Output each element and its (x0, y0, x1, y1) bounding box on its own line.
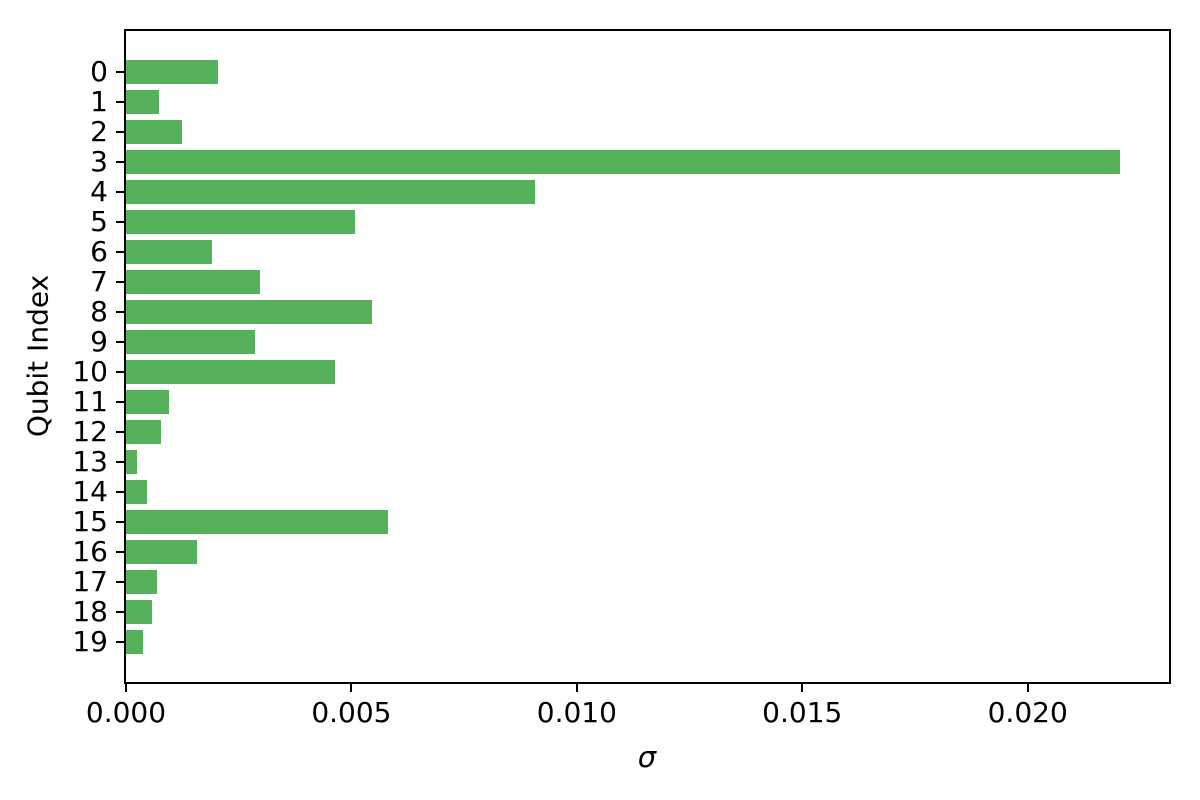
x-tick-mark (575, 684, 578, 692)
bar-qubit-10 (126, 360, 335, 384)
y-tick-mark (116, 491, 124, 493)
y-tick-mark (116, 431, 124, 433)
y-tick-mark (116, 161, 124, 163)
y-tick-mark (116, 191, 124, 193)
y-tick-mark (116, 71, 124, 73)
y-tick-label: 4 (90, 175, 108, 208)
bar-qubit-5 (126, 210, 355, 234)
y-tick-mark (116, 341, 124, 343)
y-tick-label: 19 (72, 625, 108, 658)
y-tick-label: 14 (72, 475, 108, 508)
y-tick-mark (116, 581, 124, 583)
y-tick-label: 2 (90, 115, 108, 148)
x-axis-label: σ (637, 740, 657, 774)
x-tick-mark (801, 684, 804, 692)
y-tick-mark (116, 281, 124, 283)
bar-qubit-17 (126, 570, 157, 594)
y-tick-label: 7 (90, 265, 108, 298)
bar-qubit-11 (126, 390, 169, 414)
bar-qubit-0 (126, 60, 218, 84)
bar-qubit-13 (126, 450, 137, 474)
y-tick-mark (116, 101, 124, 103)
bar-qubit-16 (126, 540, 197, 564)
bar-qubit-3 (126, 150, 1120, 174)
x-tick-mark (1026, 684, 1029, 692)
x-tick-label: 0.015 (762, 696, 843, 729)
y-tick-label: 8 (90, 295, 108, 328)
y-tick-label: 6 (90, 235, 108, 268)
bar-qubit-15 (126, 510, 388, 534)
plot-area (124, 29, 1171, 684)
y-tick-label: 17 (72, 565, 108, 598)
y-tick-mark (116, 251, 124, 253)
y-tick-label: 13 (72, 445, 108, 478)
x-tick-mark (350, 684, 353, 692)
bar-qubit-4 (126, 180, 535, 204)
y-tick-label: 3 (90, 145, 108, 178)
x-tick-mark (125, 684, 127, 692)
y-tick-label: 18 (72, 595, 108, 628)
bar-qubit-7 (126, 270, 260, 294)
y-tick-label: 15 (72, 505, 108, 538)
y-tick-label: 1 (90, 85, 108, 118)
y-tick-mark (116, 221, 124, 223)
y-tick-mark (116, 371, 124, 373)
y-tick-label: 11 (72, 385, 108, 418)
bar-qubit-18 (126, 600, 152, 624)
y-tick-label: 5 (90, 205, 108, 238)
bar-qubit-2 (126, 120, 182, 144)
bar-qubit-12 (126, 420, 161, 444)
y-tick-mark (116, 131, 124, 133)
y-tick-mark (116, 461, 124, 463)
y-tick-label: 12 (72, 415, 108, 448)
bar-qubit-8 (126, 300, 372, 324)
bar-qubit-9 (126, 330, 255, 354)
bar-qubit-6 (126, 240, 212, 264)
bar-qubit-19 (126, 630, 143, 654)
bar-qubit-14 (126, 480, 147, 504)
y-tick-label: 0 (90, 55, 108, 88)
y-tick-mark (116, 521, 124, 523)
y-tick-mark (116, 311, 124, 313)
x-tick-label: 0.010 (536, 696, 617, 729)
x-tick-label: 0.020 (987, 696, 1068, 729)
y-tick-label: 10 (72, 355, 108, 388)
x-tick-label: 0.000 (85, 696, 167, 729)
y-tick-mark (116, 551, 124, 553)
y-tick-mark (116, 401, 124, 403)
x-tick-label: 0.005 (311, 696, 392, 729)
bar-qubit-1 (126, 90, 159, 114)
y-tick-label: 16 (72, 535, 108, 568)
y-tick-mark (116, 641, 124, 643)
y-tick-mark (116, 611, 124, 613)
y-tick-label: 9 (90, 325, 108, 358)
